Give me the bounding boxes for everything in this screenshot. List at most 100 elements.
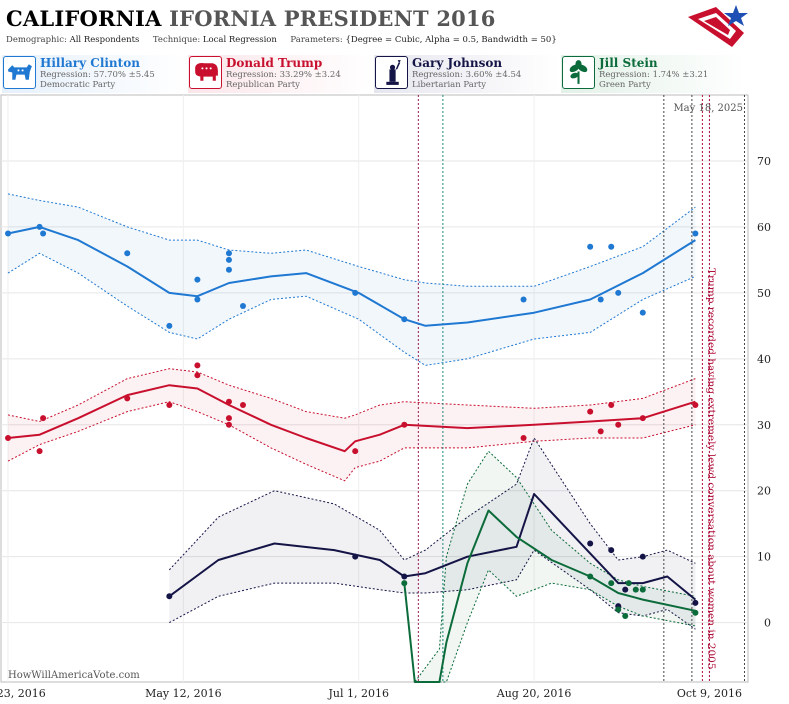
poll-point <box>124 395 131 402</box>
poll-point <box>520 296 527 303</box>
poll-point <box>692 401 699 408</box>
poll-point <box>166 322 173 329</box>
poll-point <box>692 609 699 616</box>
x-axis-ticks: Mar 23, 2016 May 12, 2016 Jul 1, 2016 Aug 2… <box>0 687 742 700</box>
technique-value: Local Regression <box>202 35 277 45</box>
poll-point <box>225 415 232 422</box>
poll-point <box>194 276 201 283</box>
poll-point <box>401 316 408 323</box>
page-title: CALIFORNIA IFORNIA PRESIDENT 2016 <box>6 6 496 31</box>
poll-point <box>615 289 622 296</box>
y-tick-label: 0 <box>764 617 771 630</box>
candidate-party: Green Party <box>599 80 651 90</box>
date-stamp: May 18, 2025 <box>673 103 743 114</box>
poll-point <box>40 415 47 422</box>
poll-point <box>615 606 622 613</box>
poll-point <box>352 553 359 560</box>
candidate-name: Gary Johnson <box>412 56 503 70</box>
confidence-band <box>8 368 696 481</box>
demographic-label: Demographic: <box>6 35 67 45</box>
x-tick-label: Aug 20, 2016 <box>496 687 572 700</box>
poll-point <box>166 593 173 600</box>
lower-bound-line <box>169 549 696 630</box>
poll-point <box>625 580 632 587</box>
upper-bound-line <box>7 368 696 423</box>
y-tick-label: 20 <box>757 485 771 498</box>
star-logo-icon[interactable] <box>686 3 752 51</box>
candidate-regression: Regression: 57.70% ±5.45 <box>40 70 155 80</box>
title-main: CALIFORNIA <box>6 6 162 31</box>
poll-point <box>615 421 622 428</box>
candidate-card-trump[interactable]: Donald Trump Regression: 33.29% ±3.24 Re… <box>188 55 374 93</box>
leaf-icon <box>562 56 595 89</box>
poll-point <box>225 256 232 263</box>
upper-bound-line <box>403 450 696 684</box>
poll-point <box>639 415 646 422</box>
poll-point <box>40 230 47 237</box>
parameters-label: Parameters: <box>290 35 343 45</box>
elephant-icon <box>189 56 222 89</box>
poll-point <box>587 408 594 415</box>
poll-point <box>632 586 639 593</box>
candidate-name: Hillary Clinton <box>40 56 140 70</box>
trend-lines <box>7 225 697 683</box>
candidate-card-johnson[interactable]: Gary Johnson Regression: 3.60% ±4.54 Lib… <box>374 55 560 93</box>
poll-point <box>5 434 12 441</box>
title-second: IFORNIA PRESIDENT 2016 <box>169 6 496 31</box>
poll-point <box>401 573 408 580</box>
candidate-party: Republican Party <box>226 80 300 90</box>
poll-point <box>608 401 615 408</box>
lower-bound-line <box>7 252 696 366</box>
trend-line <box>7 225 696 327</box>
candidate-card-clinton[interactable]: Hillary Clinton Regression: 57.70% ±5.45… <box>2 55 188 93</box>
poll-point <box>239 303 246 310</box>
poll-point <box>194 362 201 369</box>
trend-line <box>168 493 697 601</box>
poll-point <box>225 250 232 257</box>
poll-point <box>639 553 646 560</box>
poll-point <box>622 586 629 593</box>
y-tick-label: 70 <box>757 155 771 168</box>
confidence-band <box>404 451 696 682</box>
event-annotation: Trump recorded having extremely lewd con… <box>705 268 717 670</box>
poll-point <box>608 580 615 587</box>
poll-point <box>597 428 604 435</box>
poll-point <box>124 250 131 257</box>
candidate-card-stein[interactable]: Jill Stein Regression: 1.74% ±3.21 Green… <box>561 55 747 93</box>
poll-point <box>239 401 246 408</box>
lower-bound-line <box>7 401 696 482</box>
poll-point <box>225 266 232 273</box>
poll-point <box>608 243 615 250</box>
y-tick-label: 30 <box>757 419 771 432</box>
poll-point <box>5 230 12 237</box>
poll-point <box>194 372 201 379</box>
plot-frame <box>0 94 749 683</box>
watermark: HowWillAmericaVote.com <box>8 670 140 681</box>
y-tick-label: 40 <box>757 353 771 366</box>
poll-point <box>194 296 201 303</box>
x-tick-label: Mar 23, 2016 <box>0 687 46 700</box>
trend-line <box>403 509 696 683</box>
poll-point <box>36 223 43 230</box>
poll-point <box>520 434 527 441</box>
y-tick-label: 10 <box>757 551 771 564</box>
candidate-regression: Regression: 33.29% ±3.24 <box>226 70 341 80</box>
candidate-party: Libertarian Party <box>412 80 487 90</box>
y-tick-label: 50 <box>757 287 771 300</box>
x-tick-label: May 12, 2016 <box>145 687 222 700</box>
parameters-value: {Degree = Cubic, Alpha = 0.5, Bandwidth … <box>345 35 557 45</box>
demographic-value: All Respondents <box>69 35 140 45</box>
confidence-band <box>8 193 696 366</box>
technique-label: Technique: <box>152 35 201 45</box>
trend-line <box>7 384 696 453</box>
poll-point <box>597 296 604 303</box>
poll-point <box>692 599 699 606</box>
x-tick-label: Jul 1, 2016 <box>327 687 389 700</box>
poll-point <box>352 448 359 455</box>
poll-point <box>587 573 594 580</box>
poll-point <box>225 398 232 405</box>
confidence-bands <box>7 193 696 684</box>
candidate-regression: Regression: 3.60% ±4.54 <box>412 70 522 80</box>
poll-point <box>608 547 615 554</box>
